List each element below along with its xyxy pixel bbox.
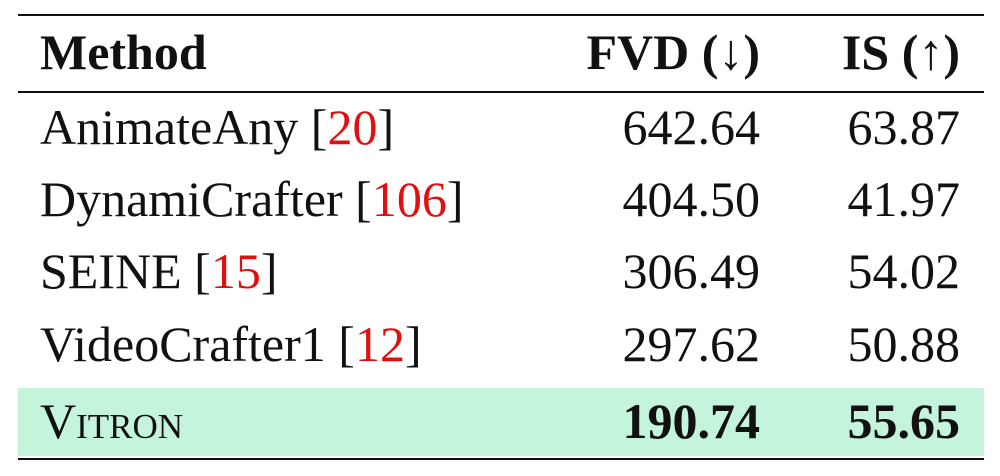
fvd-cell: 404.50: [622, 171, 761, 227]
method-name: Vitron: [40, 393, 184, 449]
citation: [106]: [355, 171, 464, 227]
citation: [12]: [338, 316, 422, 372]
citation-number: 15: [210, 243, 261, 299]
fvd-cell: 297.62: [622, 316, 761, 372]
is-cell: 55.65: [847, 393, 961, 449]
citation-number: 12: [354, 316, 405, 372]
fvd-cell: 306.49: [622, 243, 761, 299]
citation: [20]: [310, 99, 395, 155]
method-cell: SEINE [15]: [40, 246, 277, 296]
is-cell: 50.88: [847, 316, 961, 372]
row-highlight: [18, 388, 984, 456]
header-cell: FVD (↓): [586, 24, 760, 80]
header-cell: IS (↑): [841, 24, 960, 80]
method-cell: DynamiCrafter [106]: [40, 174, 463, 224]
bottom-rule: [18, 458, 984, 460]
method-cell: AnimateAny [20]: [40, 102, 394, 152]
method-cell: Vitron: [40, 396, 183, 446]
method-name: SEINE: [40, 243, 182, 299]
is-cell: 63.87: [847, 99, 961, 155]
citation-number: 106: [371, 171, 447, 227]
fvd-cell: 190.74: [622, 393, 761, 449]
citation: [15]: [194, 243, 278, 299]
method-name: AnimateAny: [40, 99, 299, 155]
header-cell: Method: [40, 24, 207, 80]
method-name: VideoCrafter1: [40, 316, 326, 372]
header-rule: [18, 91, 984, 93]
is-cell: 41.97: [847, 171, 961, 227]
is-cell: 54.02: [847, 243, 961, 299]
fvd-cell: 642.64: [622, 99, 761, 155]
top-rule: [18, 14, 984, 16]
method-name: DynamiCrafter: [40, 171, 343, 227]
citation-number: 20: [327, 99, 378, 155]
method-cell: VideoCrafter1 [12]: [40, 319, 422, 369]
